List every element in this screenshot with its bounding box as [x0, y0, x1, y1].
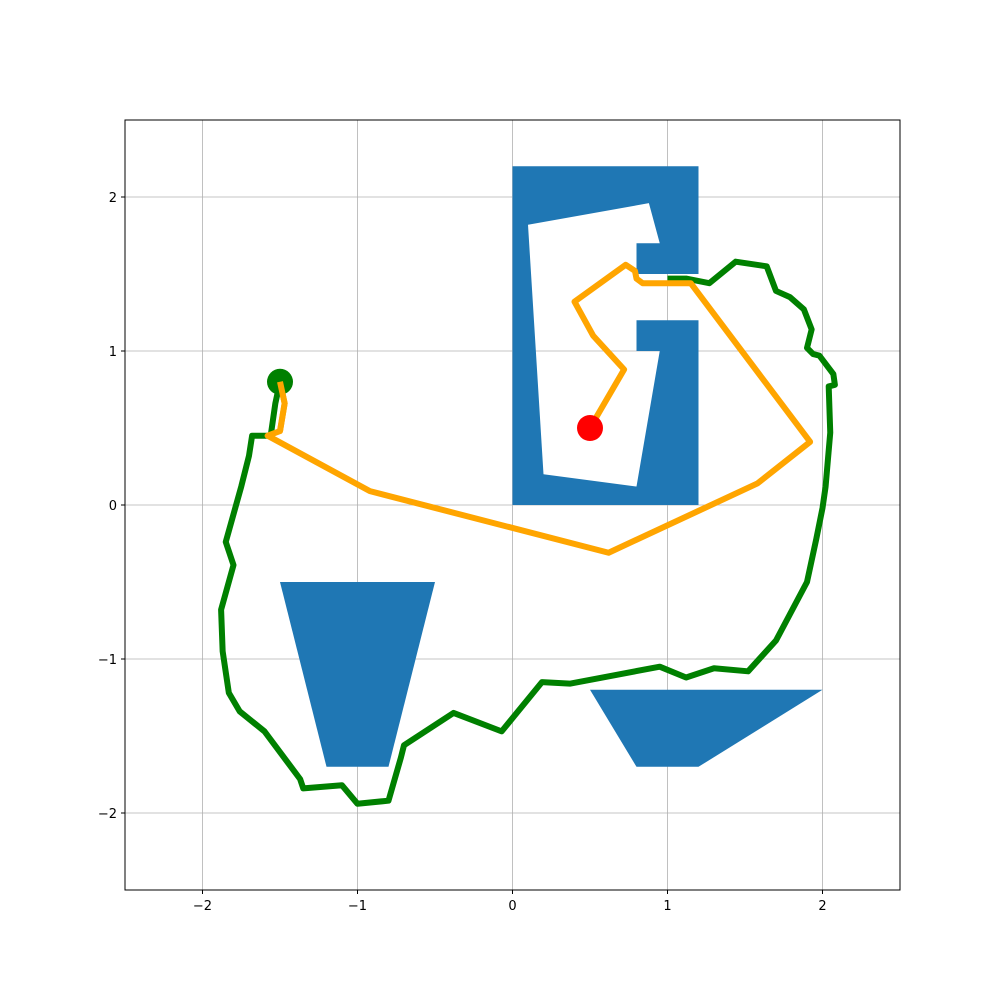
- x-tick-label: 0: [508, 899, 516, 914]
- obstacles: [280, 166, 823, 767]
- y-tick-label: −1: [98, 653, 117, 668]
- x-tick-label: 2: [818, 899, 826, 914]
- x-tick-label: 1: [663, 899, 671, 914]
- markers: [267, 368, 603, 441]
- y-tick-label: 2: [109, 191, 117, 206]
- x-tick-label: −2: [193, 899, 212, 914]
- y-tick-label: 1: [109, 345, 117, 360]
- inner-path-start-segment: [277, 381, 288, 432]
- x-tick-label: −1: [348, 899, 367, 914]
- right-trapezoid: [590, 689, 823, 767]
- inner-path-line: [264, 261, 814, 556]
- y-tick-label: 0: [109, 499, 117, 514]
- goal-marker: [577, 415, 603, 441]
- outer-path-line: [218, 258, 838, 807]
- paths: [218, 258, 838, 807]
- ticks: −2 −1 0 1 2 −2 −1 0 1 2: [98, 191, 827, 914]
- left-trapezoid: [280, 582, 435, 767]
- c-shape-block: [512, 166, 699, 505]
- y-tick-label: −2: [98, 807, 117, 822]
